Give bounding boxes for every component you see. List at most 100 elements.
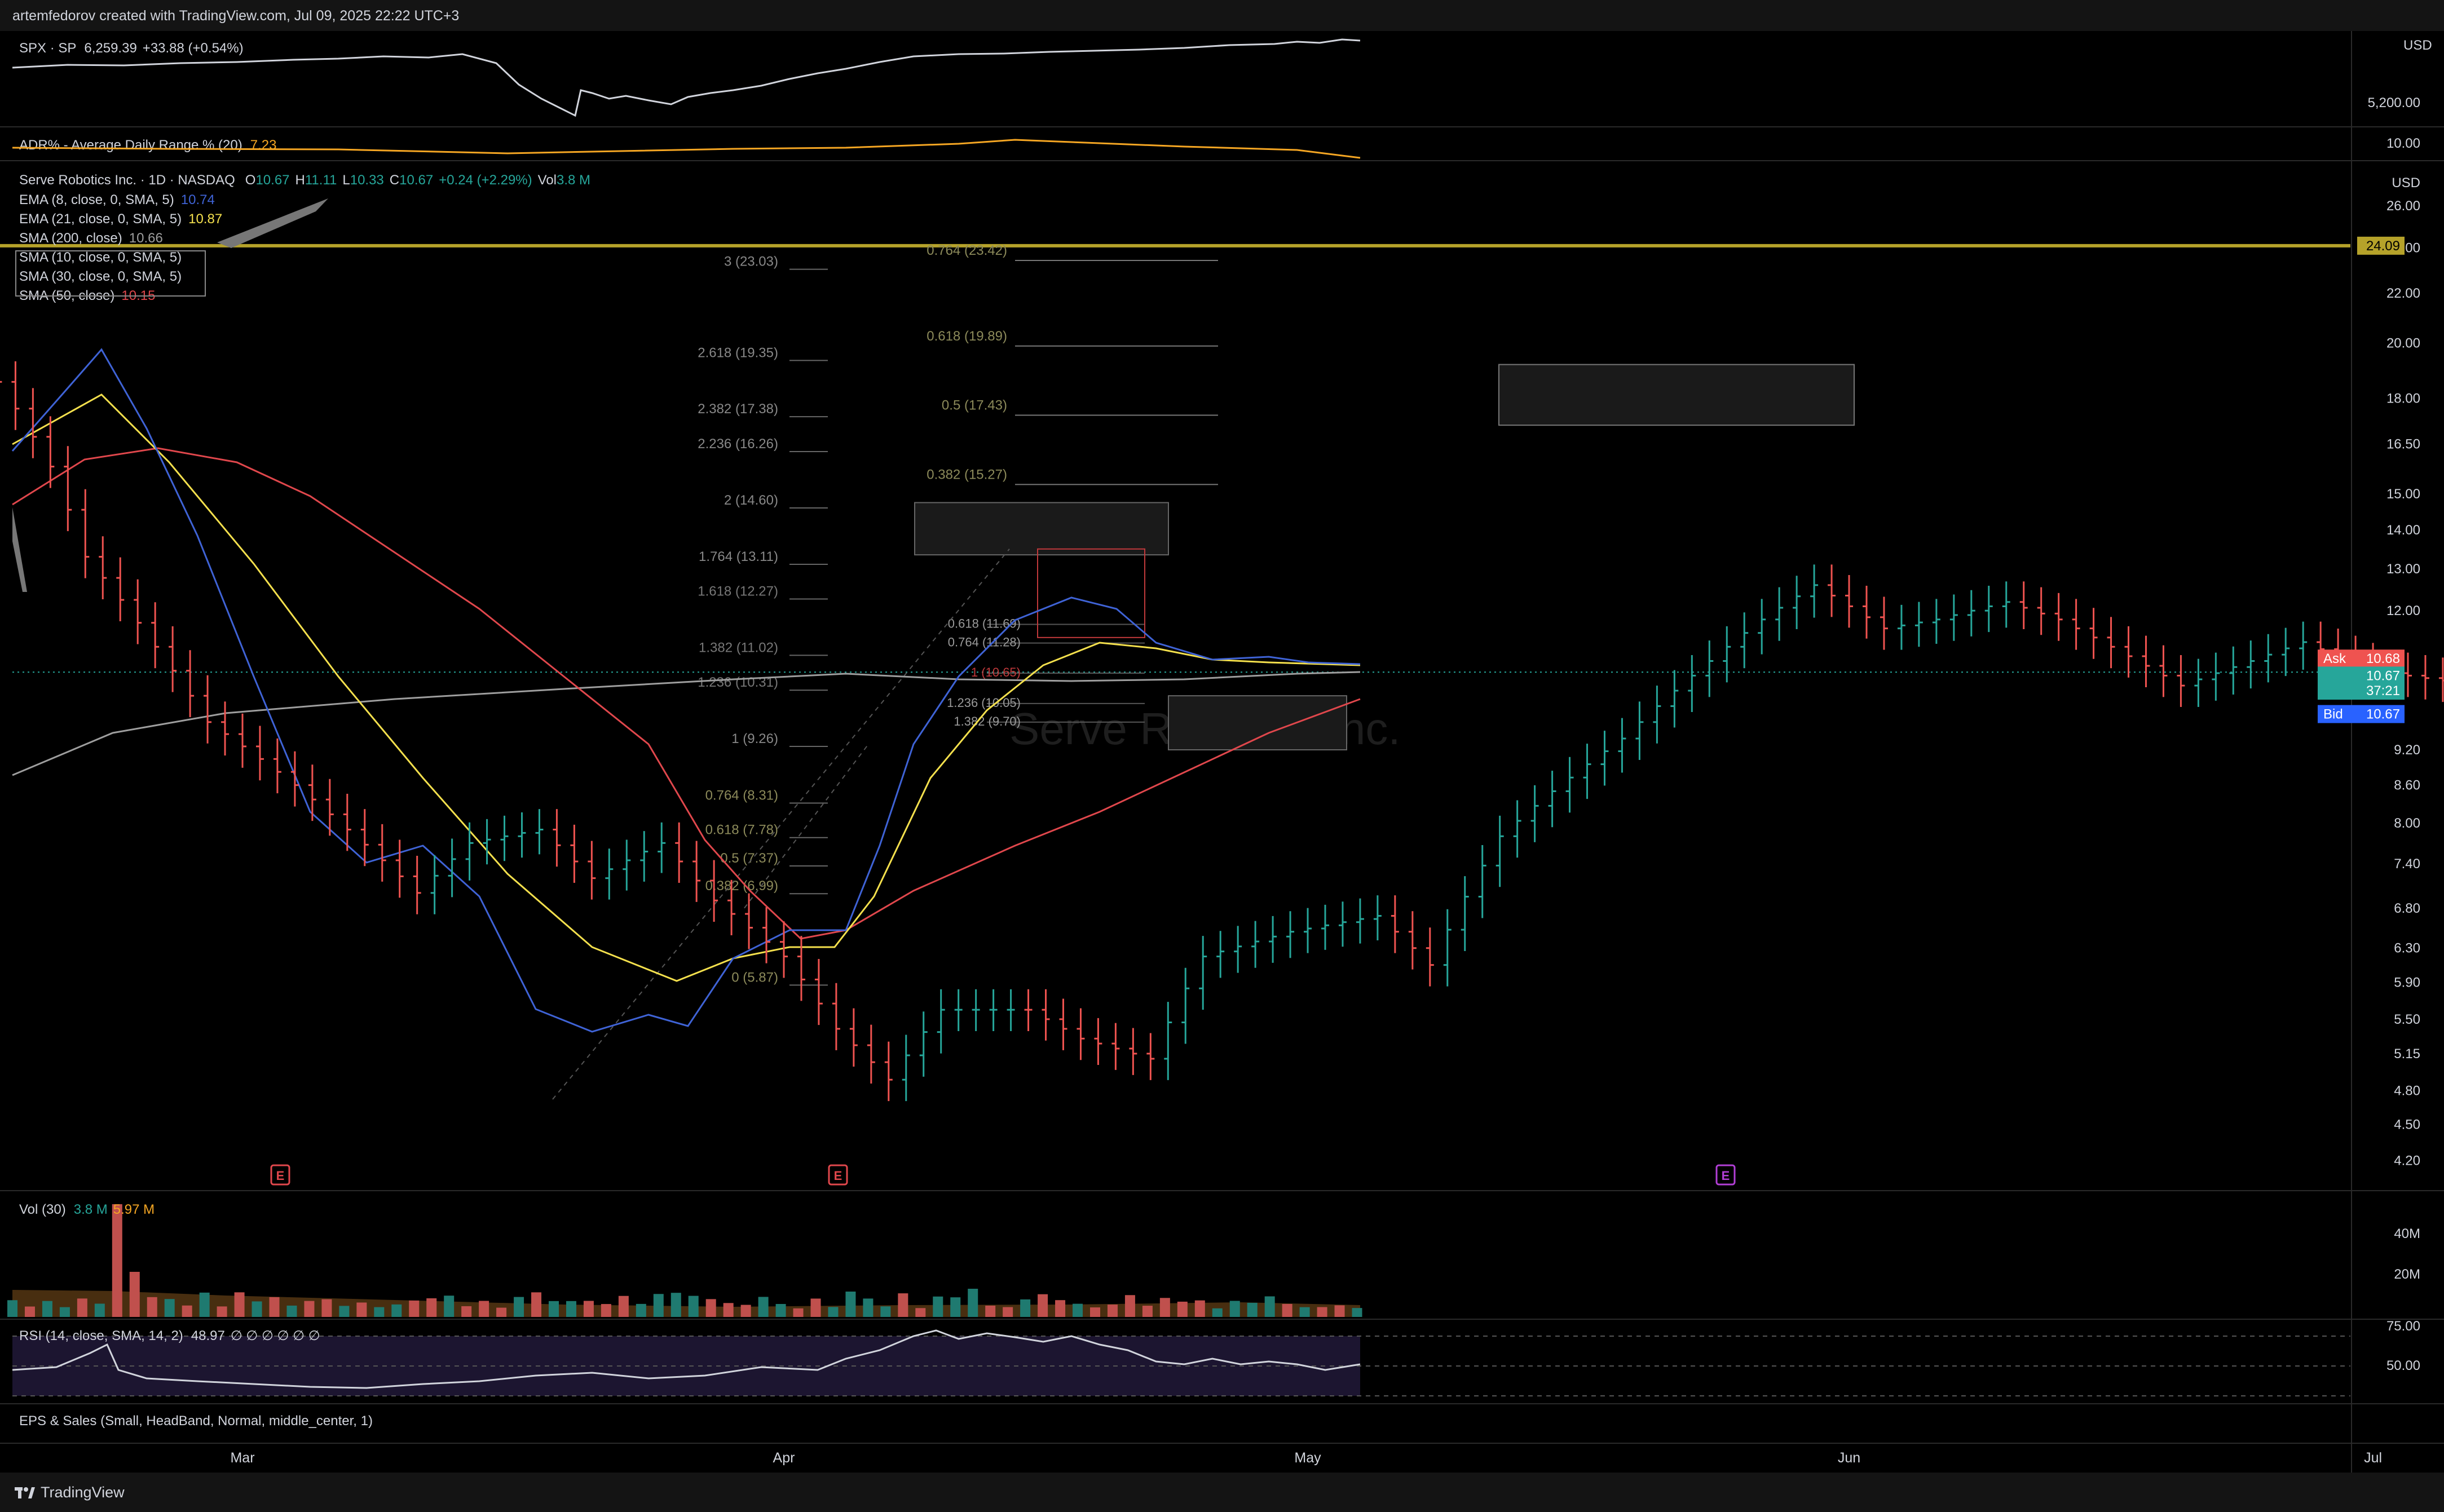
volume-bar bbox=[1299, 1307, 1310, 1317]
adr-axis-tick: 10.00 bbox=[2386, 136, 2420, 151]
price-axis-tick: 5.90 bbox=[2394, 975, 2420, 991]
volume-bar bbox=[705, 1299, 716, 1317]
main-legend: Serve Robotics Inc. · 1D · NASDAQ O10.67 H… bbox=[19, 173, 590, 188]
spx-axis-tick: 5,200.00 bbox=[2368, 95, 2420, 110]
support-box[interactable] bbox=[1168, 695, 1347, 750]
volume-axis-tick-20m: 20M bbox=[2394, 1267, 2420, 1282]
fib-retracement-label: 0.5 (17.43) bbox=[942, 397, 1007, 413]
volume-bar bbox=[409, 1300, 420, 1317]
top-bar: artemfedorov created with TradingView.co… bbox=[0, 0, 2444, 31]
volume-bar bbox=[566, 1301, 576, 1317]
legend-arrow bbox=[217, 198, 328, 248]
adr-legend: ADR% - Average Daily Range % (20) 7.23 bbox=[19, 138, 276, 153]
ema-8-line bbox=[11, 348, 1361, 1033]
volume-bar bbox=[740, 1305, 751, 1317]
volume-bar bbox=[129, 1272, 140, 1317]
fib-extension-label: 2 (14.60) bbox=[724, 493, 778, 508]
volume-bar bbox=[758, 1297, 769, 1317]
resistance-badge-value: 24.09 bbox=[2366, 238, 2400, 254]
rsi-axis-tick-50: 50.00 bbox=[2386, 1358, 2420, 1373]
volume-bar bbox=[1352, 1308, 1362, 1317]
ask-badge-label: Ask bbox=[2323, 651, 2346, 666]
volume-bar bbox=[810, 1298, 821, 1317]
volume-bar bbox=[968, 1289, 978, 1317]
volume-bar bbox=[845, 1292, 856, 1317]
volume-bar bbox=[496, 1307, 507, 1317]
fib-extension-label: 0.764 (8.31) bbox=[705, 788, 778, 803]
time-axis[interactable]: MarAprMayJunJulAugSepOct bbox=[230, 1450, 2444, 1466]
volume-bar bbox=[1334, 1305, 1345, 1317]
volume-bar bbox=[601, 1304, 611, 1317]
rsi-line bbox=[12, 1329, 1361, 1389]
ema-21-line bbox=[12, 394, 1361, 982]
volume-bar bbox=[234, 1292, 245, 1317]
fib-extension-label: 3 (23.03) bbox=[724, 254, 778, 269]
indicator-legend-item: SMA (30, close, 0, SMA, 5) bbox=[19, 269, 182, 284]
fib-extension-label: 1.764 (13.11) bbox=[699, 549, 778, 564]
volume-bar bbox=[374, 1307, 385, 1317]
symbol-title: Serve Robotics Inc. · 1D · NASDAQ bbox=[19, 173, 235, 188]
earnings-marker[interactable] bbox=[270, 1164, 290, 1186]
tradingview-logo-icon bbox=[15, 1487, 35, 1498]
consolidation-box[interactable] bbox=[914, 502, 1169, 556]
volume-bar bbox=[77, 1298, 87, 1317]
countdown-badge-value: 37:21 bbox=[2366, 683, 2400, 698]
created-by-text: artemfedorov created with TradingView.co… bbox=[12, 8, 460, 24]
volume-bar bbox=[1247, 1302, 1258, 1317]
volume-bar bbox=[531, 1292, 542, 1317]
indicator-legend-item: EMA (8, close, 0, SMA, 5) 10.74 bbox=[19, 192, 215, 207]
fib-retracement-label: 0.764 (23.42) bbox=[927, 243, 1007, 258]
earnings-marker-label: E bbox=[1722, 1169, 1730, 1183]
volume-bar bbox=[94, 1303, 105, 1317]
volume-bar bbox=[1212, 1308, 1223, 1317]
volume-bar bbox=[147, 1297, 157, 1317]
trend-line-dashed bbox=[744, 744, 869, 909]
indicator-legend-item: SMA (200, close) 10.66 bbox=[19, 231, 163, 246]
main-axis-currency: USD bbox=[2392, 175, 2420, 191]
volume-bar bbox=[461, 1306, 472, 1317]
time-axis-tick: Mar bbox=[230, 1450, 254, 1466]
volume-bar bbox=[24, 1306, 35, 1317]
price-axis-tick: 5.50 bbox=[2394, 1012, 2420, 1027]
price-axis-tick: 18.00 bbox=[2386, 391, 2420, 406]
time-axis-tick: May bbox=[1294, 1450, 1321, 1466]
price-axis-tick: 14.00 bbox=[2386, 523, 2420, 538]
spx-axis-currency: USD bbox=[2403, 38, 2432, 53]
last-price-badge bbox=[2318, 666, 2405, 685]
price-axis-tick: 4.50 bbox=[2394, 1117, 2420, 1132]
price-axis-tick: 8.60 bbox=[2394, 778, 2420, 793]
target-zone-box[interactable] bbox=[1498, 364, 1855, 426]
left-arrow bbox=[12, 507, 27, 592]
volume-bar bbox=[1229, 1301, 1240, 1317]
volume-bar bbox=[1003, 1307, 1013, 1317]
brand-name: TradingView bbox=[41, 1484, 125, 1501]
volume-bar bbox=[933, 1296, 943, 1317]
volume-bar bbox=[1038, 1294, 1048, 1317]
price-axis[interactable]: 26.0024.0022.0020.0018.0016.5015.0014.00… bbox=[2386, 198, 2420, 1168]
price-axis-tick: 4.20 bbox=[2394, 1153, 2420, 1168]
eps-legend: EPS & Sales (Small, HeadBand, Normal, mi… bbox=[19, 1413, 373, 1429]
price-axis-tick: 6.80 bbox=[2394, 901, 2420, 916]
price-axis-tick: 26.00 bbox=[2386, 198, 2420, 214]
earnings-marker[interactable] bbox=[1715, 1164, 1736, 1186]
indicator-legend-box bbox=[15, 250, 206, 297]
volume-bar bbox=[199, 1292, 210, 1317]
earnings-marker[interactable] bbox=[828, 1164, 848, 1186]
fib-small-label: 1 (10.65) bbox=[971, 665, 1021, 679]
volume-bar bbox=[898, 1293, 908, 1317]
price-axis-tick: 5.15 bbox=[2394, 1046, 2420, 1062]
fib-extension-label: 2.236 (16.26) bbox=[698, 436, 778, 452]
fib-small-label: 1.382 (9.70) bbox=[954, 714, 1021, 728]
chart-background bbox=[0, 31, 2444, 1473]
fib-retracement-label: 0.618 (19.89) bbox=[927, 329, 1007, 344]
fib-extension-label: 1.618 (12.27) bbox=[698, 584, 778, 599]
volume-bar bbox=[863, 1298, 874, 1317]
volume-bar bbox=[775, 1303, 786, 1317]
volume-bar bbox=[950, 1297, 961, 1317]
last-price-badge-value: 10.67 bbox=[2366, 668, 2400, 683]
volume-bar bbox=[985, 1305, 996, 1317]
price-pane[interactable]: Serve Robotics Inc.3 (23.03)2.618 (19.35… bbox=[0, 198, 2444, 1186]
volume-bar bbox=[723, 1303, 734, 1317]
volume-bar bbox=[1020, 1299, 1031, 1317]
